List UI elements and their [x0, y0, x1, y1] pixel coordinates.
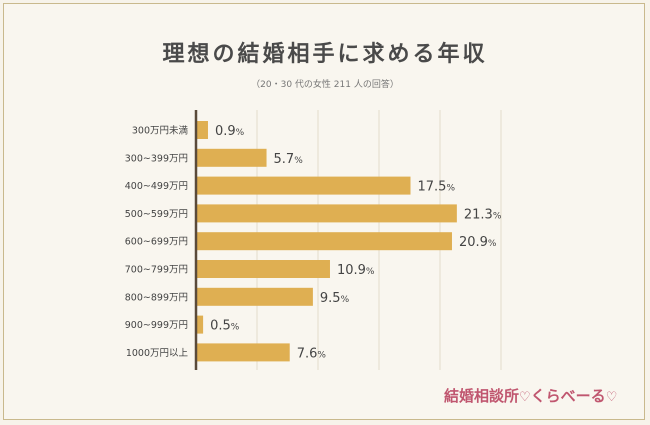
category-label: 1000万円以上: [126, 348, 189, 359]
logo-text: 結婚相談所: [444, 387, 520, 405]
data-label: 10.9%: [337, 263, 375, 278]
logo-suffix: くらべーる: [530, 387, 606, 405]
chart-subtitle: （20・30 代の女性 211 人の回答）: [251, 80, 399, 90]
bar: [197, 148, 267, 167]
bar: [197, 260, 330, 278]
data-label: 9.5%: [320, 291, 350, 306]
category-label: 700~799万円: [125, 265, 188, 276]
bar: [197, 204, 457, 223]
category-label: 300~399万円: [125, 153, 188, 164]
data-label: 7.6%: [297, 346, 327, 361]
chart-title: 理想の結婚相手に求める年収: [162, 41, 488, 67]
bar: [197, 287, 313, 306]
bar: [197, 315, 204, 334]
bar: [197, 176, 411, 195]
category-label: 900~999万円: [125, 320, 188, 331]
bar: [197, 343, 290, 362]
data-label: 21.3%: [464, 207, 502, 222]
bar: [197, 232, 452, 251]
brand-logo: 結婚相談所♡くらべーる♡: [444, 385, 617, 406]
category-label: 800~899万円: [125, 292, 188, 303]
category-label: 400~499万円: [125, 181, 188, 192]
category-label: 600~699万円: [125, 237, 188, 248]
heart-icon: ♡: [605, 390, 618, 405]
data-label: 5.7%: [274, 152, 304, 167]
bar: [197, 121, 208, 139]
category-label: 500~599万円: [125, 209, 188, 220]
category-label: 300万円未満: [132, 125, 189, 137]
data-label: 17.5%: [418, 180, 456, 195]
heart-icon: ♡: [519, 390, 531, 405]
data-label: 0.9%: [215, 124, 245, 139]
data-label: 20.9%: [459, 235, 497, 250]
data-label: 0.5%: [210, 319, 240, 334]
